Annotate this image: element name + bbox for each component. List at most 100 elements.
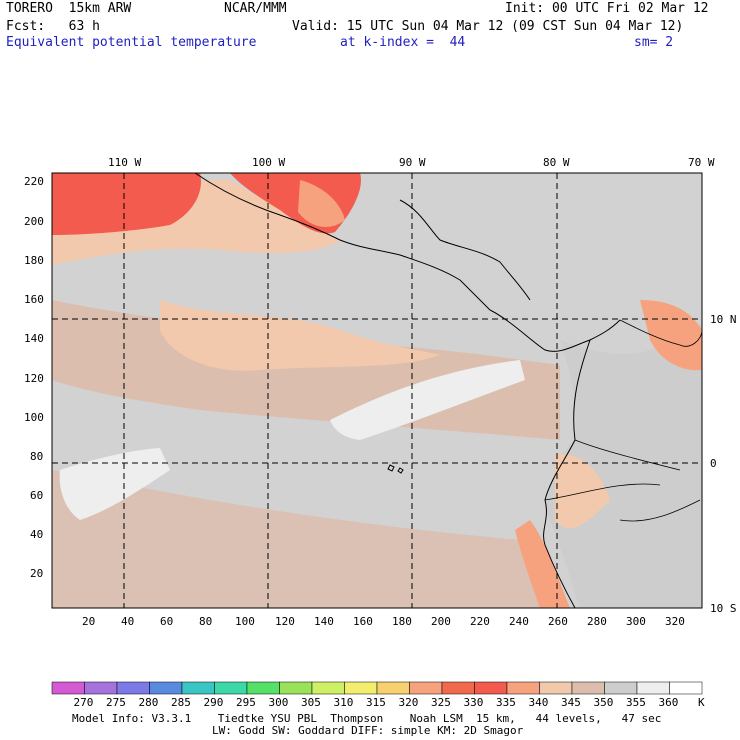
lat-label-10n: 10 N: [710, 313, 737, 326]
y-tick: 160: [24, 293, 44, 306]
tan-region-center: [160, 300, 440, 371]
colorbar-swatch: [376, 681, 410, 695]
colorbar-swatch: [571, 681, 605, 695]
lon-label-80w: 80 W: [543, 156, 570, 169]
y-tick: 40: [30, 528, 43, 541]
colorbar-tick-label: 290: [203, 696, 224, 709]
x-tick: 120: [275, 615, 295, 628]
colorbar-swatch: [214, 681, 248, 695]
colorbar-swatch: [506, 681, 540, 695]
colorbar-tick-label: 300: [268, 696, 289, 709]
lon-label-100w: 100 W: [252, 156, 285, 169]
tan-coast-colombia: [640, 300, 702, 371]
colorbar-swatch: [181, 681, 215, 695]
y-tick: 20: [30, 567, 43, 580]
colorbar-swatch: [441, 681, 475, 695]
colorbar-swatch: [246, 681, 280, 695]
salmon-region: [298, 180, 345, 227]
colorbar-swatch: [344, 681, 378, 695]
y-tick-labels: 220 200 180 160 140 120 100 80 60 40 20: [24, 175, 44, 580]
lon-label-110w: 110 W: [108, 156, 141, 169]
colorbar-swatch: [604, 681, 638, 695]
warm-coast-peru: [515, 520, 570, 608]
colorbar-swatch: [51, 681, 85, 695]
colorbar-swatch: [279, 681, 313, 695]
colorbar-tick-label: 295: [236, 696, 256, 709]
field-name: Equivalent potential temperature: [6, 35, 257, 50]
y-tick: 220: [24, 175, 44, 188]
colorbar-tick-label: 340: [528, 696, 549, 709]
lat-label-0: 0: [710, 457, 717, 470]
colorbar-swatch: [669, 681, 703, 695]
x-tick: 320: [665, 615, 685, 628]
forecast-hour: Fcst: 63 h: [6, 19, 100, 34]
x-tick: 20: [82, 615, 95, 628]
colorbar-swatch: [636, 681, 670, 695]
x-tick: 180: [392, 615, 412, 628]
map-frame: [51, 172, 703, 609]
lat-label-10s: 10 S: [710, 602, 737, 615]
y-tick: 200: [24, 215, 44, 228]
valid-time: Valid: 15 UTC Sun 04 Mar 12 (09 CST Sun …: [292, 19, 684, 34]
x-tick: 260: [548, 615, 568, 628]
init-time: Init: 00 UTC Fri 02 Mar 12: [505, 1, 709, 16]
smoothing-label: sm= 2: [634, 35, 674, 50]
colorbar-tick-label: 320: [398, 696, 419, 709]
lon-label-90w: 90 W: [399, 156, 426, 169]
x-tick-labels: 20 40 60 80 100 120 140 160 180 200 220 …: [82, 615, 685, 628]
y-tick: 180: [24, 254, 44, 267]
y-tick: 80: [30, 450, 43, 463]
physics-info-line: LW: Godd SW: Goddard DIFF: simple KM: 2D…: [212, 724, 524, 737]
colorbar-swatch: [474, 681, 508, 695]
colorbar-tick-label: 275: [106, 696, 126, 709]
colorbar-swatch: [84, 681, 118, 695]
x-tick: 100: [235, 615, 255, 628]
colorbar-tick-label: 330: [463, 696, 484, 709]
colorbar-tick-label: 315: [366, 696, 386, 709]
colorbar-tick-label: 325: [431, 696, 451, 709]
colorbar: [51, 681, 703, 695]
colorbar-unit: K: [698, 696, 705, 709]
x-tick: 300: [626, 615, 646, 628]
x-tick: 280: [587, 615, 607, 628]
white-patch-2: [59, 448, 170, 520]
colorbar-swatch: [116, 681, 150, 695]
colorbar-swatch: [311, 681, 345, 695]
colorbar-tick-label: 355: [626, 696, 646, 709]
graticule: [52, 173, 702, 608]
colorbar-tick-label: 285: [171, 696, 191, 709]
x-tick: 40: [121, 615, 134, 628]
colorbar-swatch: [539, 681, 573, 695]
model-info-line: Model Info: V3.3.1 Tiedtke YSU PBL Thomp…: [72, 712, 662, 725]
colorbar-tick-label: 345: [561, 696, 581, 709]
colorbar-swatch: [409, 681, 443, 695]
y-tick: 120: [24, 372, 44, 385]
coastline-south-america: [543, 339, 591, 609]
level-label: at k-index = 44: [340, 35, 466, 50]
galapagos-islands: [387, 464, 404, 474]
model-label: TORERO 15km ARW: [6, 1, 132, 16]
colorbar-tick-label: 270: [73, 696, 94, 709]
center-label: NCAR/MMM: [224, 1, 287, 16]
colorbar-tick-label: 350: [593, 696, 614, 709]
hot-region-nw: [52, 173, 201, 235]
y-tick: 100: [24, 411, 44, 424]
coastline-mexico: [194, 172, 491, 311]
x-tick: 220: [470, 615, 490, 628]
x-tick: 200: [431, 615, 451, 628]
x-tick: 160: [353, 615, 373, 628]
white-patch-1: [330, 360, 525, 440]
colorbar-tick-label: 310: [333, 696, 354, 709]
y-tick: 60: [30, 489, 43, 502]
border-lines: [544, 319, 703, 522]
warm-region-south: [52, 470, 540, 608]
x-tick: 240: [509, 615, 529, 628]
colorbar-tick-label: 360: [658, 696, 679, 709]
coastline-caribbean: [399, 199, 531, 301]
coastline-central-america: [489, 309, 621, 352]
colorbar-tick-label: 335: [496, 696, 516, 709]
colorbar-tick-label: 280: [138, 696, 159, 709]
x-tick: 140: [314, 615, 334, 628]
y-tick: 140: [24, 332, 44, 345]
